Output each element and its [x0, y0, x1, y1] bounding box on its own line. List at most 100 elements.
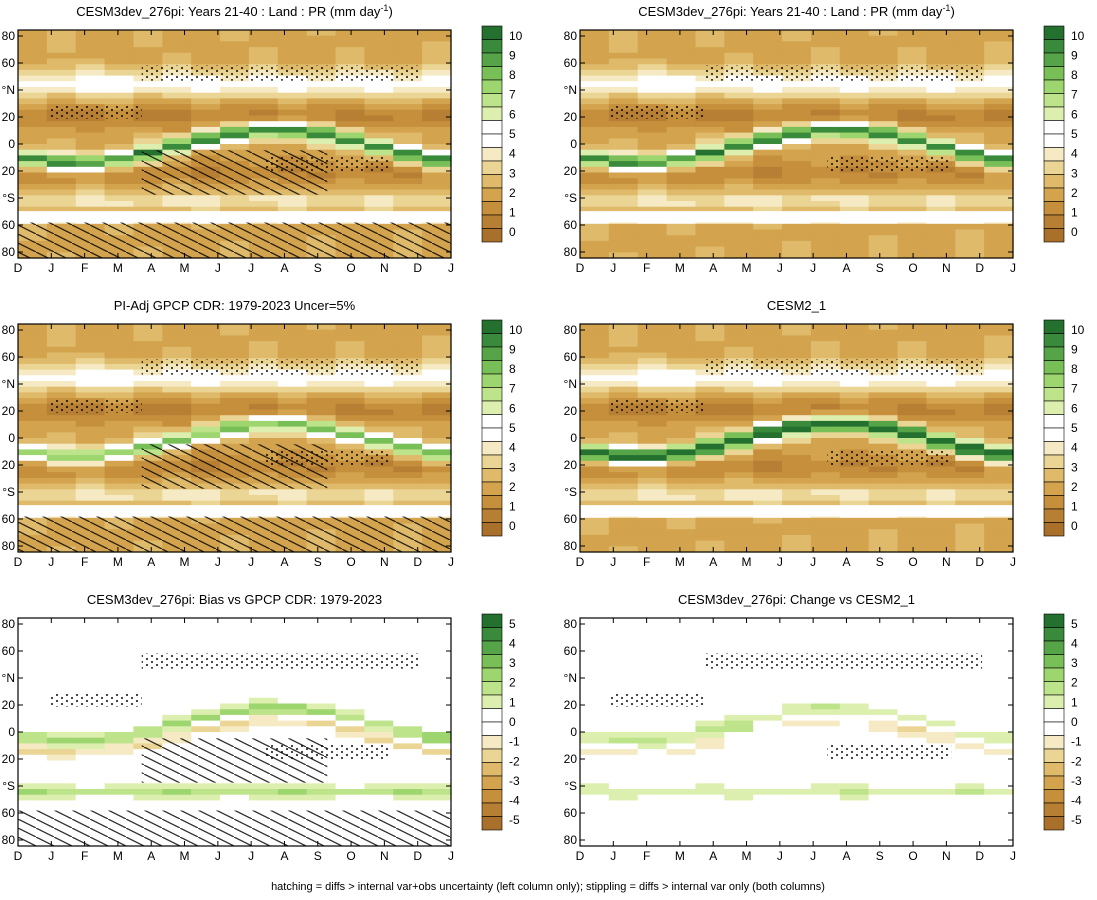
heatmap-cell [984, 669, 1014, 676]
heatmap-cell [984, 352, 1014, 359]
heatmap-cell [926, 697, 956, 705]
heatmap-cell [810, 335, 841, 342]
heatmap-cell [580, 680, 610, 687]
heatmap-cell [868, 817, 899, 824]
heatmap-cell [608, 811, 639, 819]
heatmap-cell [839, 640, 870, 648]
heatmap-cell [364, 629, 394, 636]
heatmap-cell [955, 834, 985, 841]
heatmap-cell [75, 623, 106, 630]
heatmap-cell [724, 172, 754, 179]
heatmap-cell [364, 794, 394, 801]
heatmap-cell [868, 517, 899, 525]
heatmap-cell [695, 252, 725, 259]
heatmap-cell [839, 529, 870, 536]
x-tick-label: M [113, 261, 123, 275]
heatmap-cell [393, 30, 423, 37]
heatmap-cell [753, 692, 783, 699]
heatmap-cell [782, 115, 812, 122]
heatmap-cell [104, 635, 135, 642]
colorbar-label: 2 [509, 186, 516, 200]
colorbar-swatch [481, 319, 503, 334]
colorbar-label: 9 [509, 342, 516, 356]
heatmap-cell [335, 646, 365, 653]
heatmap-cell [364, 618, 394, 625]
heatmap-cell [104, 732, 135, 739]
x-tick-label: O [346, 261, 355, 275]
colorbar-label: 3 [1071, 656, 1078, 670]
heatmap-cell [695, 834, 725, 841]
heatmap-cell [753, 426, 783, 433]
colorbar-label: 0 [509, 225, 516, 239]
heatmap-cell [422, 104, 452, 111]
heatmap-cell [75, 41, 106, 48]
heatmap-cell [46, 126, 77, 134]
heatmap-cell [868, 623, 899, 630]
heatmap-cell [277, 132, 308, 139]
heatmap-cell [810, 104, 841, 111]
heatmap-cell [984, 806, 1014, 813]
heatmap-cell [637, 386, 668, 393]
heatmap-cell [393, 172, 423, 179]
heatmap-cell [18, 789, 48, 796]
heatmap-cell [75, 195, 106, 202]
heatmap-cell [306, 420, 337, 428]
heatmap-cell [666, 534, 697, 542]
x-tick-label: J [248, 849, 254, 863]
heatmap-cell [422, 178, 452, 185]
heatmap-cell [637, 823, 668, 830]
heatmap-cell [753, 635, 783, 642]
heatmap-cell [422, 640, 452, 648]
heatmap-cell [364, 800, 394, 807]
heatmap-cell [810, 206, 841, 213]
heatmap-cell [608, 155, 639, 162]
heatmap-cell [984, 709, 1014, 716]
heatmap-cell [868, 489, 899, 496]
heatmap-cell [422, 692, 452, 699]
heatmap-cell [839, 726, 870, 733]
heatmap-cell [580, 195, 610, 202]
heatmap-cell [926, 252, 956, 259]
heatmap-cell [753, 138, 783, 145]
heatmap-cell [393, 58, 423, 65]
heatmap-cell [608, 789, 639, 796]
heatmap-cell [984, 754, 1014, 762]
heatmap-cell [782, 754, 812, 762]
heatmap-cell [46, 161, 77, 168]
heatmap-cell [133, 680, 163, 687]
heatmap-cell [753, 240, 783, 248]
heatmap-cell [724, 760, 754, 767]
heatmap-cell [580, 341, 610, 348]
heatmap-cell [335, 692, 365, 699]
heatmap-cell [695, 235, 725, 242]
heatmap-cell [637, 709, 668, 716]
x-tick-label: J [1010, 555, 1016, 569]
heatmap-cell [335, 760, 365, 767]
heatmap-cell [162, 709, 192, 716]
heatmap-cell [335, 697, 365, 705]
heatmap-cell [782, 335, 812, 342]
heatmap-cell [46, 98, 77, 105]
heatmap-cell [133, 709, 163, 716]
heatmap-cell [608, 794, 639, 801]
heatmap-cell [695, 432, 725, 439]
heatmap-cell [897, 189, 927, 196]
heatmap-cell [926, 646, 956, 653]
heatmap-cell [18, 166, 48, 174]
heatmap-cell [191, 398, 221, 405]
heatmap-cell [75, 771, 106, 779]
heatmap-cell [724, 335, 754, 342]
x-tick-label: O [908, 555, 917, 569]
heatmap-cell [580, 58, 610, 65]
heatmap-cell [666, 426, 697, 433]
heatmap-cell [984, 449, 1014, 456]
x-tick-label: A [842, 261, 850, 275]
colorbar-label: 6 [509, 107, 516, 121]
heatmap-cell [724, 121, 754, 128]
heatmap-cell [782, 766, 812, 773]
heatmap-cell [753, 754, 783, 762]
heatmap-cell [955, 714, 985, 722]
heatmap-cell [724, 726, 754, 733]
heatmap-cell [810, 155, 841, 162]
heatmap-cell [191, 669, 221, 676]
